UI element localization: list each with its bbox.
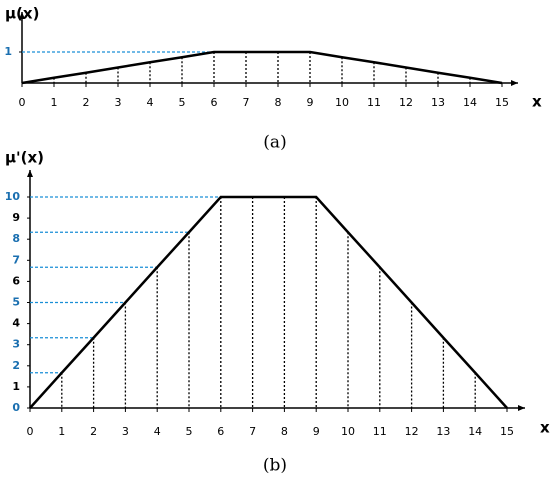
x-tick-label: 13: [436, 425, 450, 438]
x-tick-label: 2: [83, 96, 90, 109]
x-tick-label: 14: [468, 425, 482, 438]
x-tick-label: 5: [179, 96, 186, 109]
x-tick-label: 4: [154, 425, 161, 438]
x-tick-label: 9: [307, 96, 314, 109]
caption: (b): [263, 456, 287, 476]
x-tick-label: 7: [243, 96, 250, 109]
x-tick-label: 1: [51, 96, 58, 109]
x-tick-label: 7: [249, 425, 256, 438]
membership-line: [21, 50, 503, 85]
y-arrow: [19, 12, 25, 19]
y-tick-label: 9: [12, 211, 20, 224]
x-tick-label: 0: [19, 96, 26, 109]
x-tick-label: 4: [147, 96, 154, 109]
x-tick-label: 3: [122, 425, 129, 438]
y-axis-label: μ(x): [5, 5, 39, 23]
x-tick-label: 5: [186, 425, 193, 438]
x-tick-label: 15: [500, 425, 514, 438]
y-tick-label: 8: [12, 232, 20, 245]
y-tick-label: 2: [12, 359, 20, 372]
x-tick-label: 3: [115, 96, 122, 109]
y-axis-label: μ'(x): [5, 149, 44, 167]
x-tick-label: 9: [313, 425, 320, 438]
caption: (a): [263, 133, 286, 153]
y-arrow: [27, 170, 33, 177]
x-tick-label: 15: [495, 96, 509, 109]
x-tick-label: 0: [27, 425, 34, 438]
y-tick-label: 1: [4, 45, 12, 58]
x-axis-label: x: [532, 93, 542, 111]
x-tick-label: 8: [275, 96, 282, 109]
x-tick-label: 12: [405, 425, 419, 438]
y-tick-label: 4: [12, 317, 20, 330]
x-tick-label: 1: [58, 425, 65, 438]
y-tick-label: 1: [12, 380, 20, 393]
x-tick-label: 11: [367, 96, 381, 109]
x-tick-label: 14: [463, 96, 477, 109]
x-tick-label: 8: [281, 425, 288, 438]
x-arrow: [511, 80, 518, 86]
membership-line: [29, 195, 508, 409]
y-tick-label: 6: [12, 274, 20, 287]
x-tick-label: 11: [373, 425, 387, 438]
x-tick-label: 6: [211, 96, 218, 109]
y-tick-label: 10: [5, 190, 21, 203]
x-tick-label: 13: [431, 96, 445, 109]
y-tick-label: 3: [12, 338, 20, 351]
x-tick-label: 12: [399, 96, 413, 109]
y-tick-label: 0: [12, 401, 20, 414]
x-axis-label: x: [540, 419, 550, 437]
y-tick-label: 5: [12, 296, 20, 309]
y-tick-label: 7: [12, 253, 20, 266]
x-arrow: [518, 405, 525, 411]
x-tick-label: 10: [341, 425, 355, 438]
x-tick-label: 10: [335, 96, 349, 109]
x-tick-label: 2: [90, 425, 97, 438]
x-tick-label: 6: [217, 425, 224, 438]
